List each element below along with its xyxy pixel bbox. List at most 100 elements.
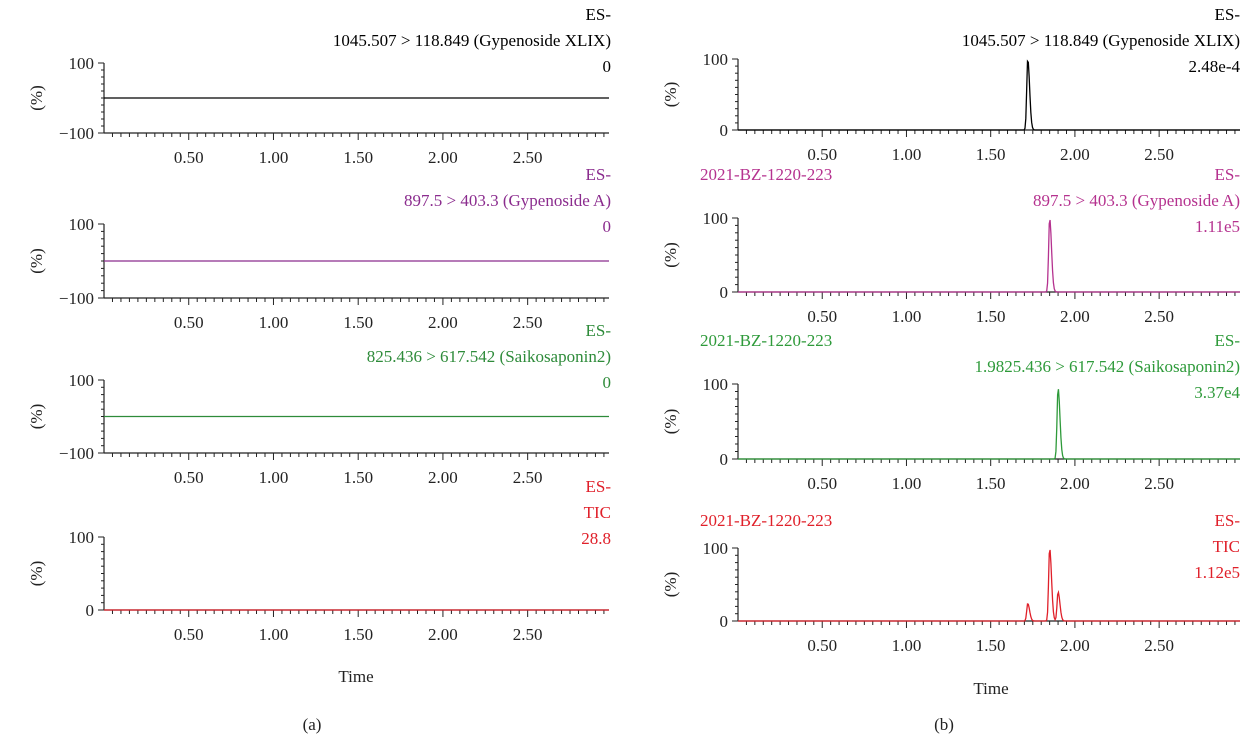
trace-header-line: 1.9825.436 > 617.542 (Saikosaponin2) <box>974 357 1240 376</box>
trace-line <box>738 389 1240 460</box>
trace-header-line: 28.8 <box>581 529 611 548</box>
y-axis-label: (%) <box>27 248 46 273</box>
trace-header-line: TIC <box>584 503 611 522</box>
trace-header-line: 0 <box>603 217 612 236</box>
y-tick-label-top: 100 <box>703 539 729 558</box>
x-tick-label: 1.50 <box>976 474 1006 493</box>
chromatogram-a-2: 100 −100 (%) 0.50 1.00 1.50 2.00 2.50 ES- 897.5 >… <box>27 165 611 332</box>
trace-header-line: ES- <box>586 165 612 184</box>
x-tick-label: 1.50 <box>343 148 373 167</box>
y-tick-label-bottom: 0 <box>86 601 95 620</box>
y-tick-label-bottom: 0 <box>720 450 729 469</box>
trace-line <box>738 59 1240 131</box>
trace-header-line: 0 <box>603 373 612 392</box>
trace-header-line: 825.436 > 617.542 (Saikosaponin2) <box>367 347 611 366</box>
y-tick-label-bottom: −100 <box>59 124 94 143</box>
x-tick-label: 1.00 <box>892 474 922 493</box>
trace-header-line: ES- <box>1215 165 1241 184</box>
panel-label-b: (b) <box>934 715 954 734</box>
y-tick-label-top: 100 <box>703 209 729 228</box>
y-tick-label-bottom: 0 <box>720 121 729 140</box>
x-tick-label: 2.00 <box>1060 145 1090 164</box>
panel-label-a: (a) <box>303 715 322 734</box>
y-tick-label-top: 100 <box>69 371 95 390</box>
y-tick-label-top: 100 <box>703 375 729 394</box>
x-tick-label: 1.00 <box>892 307 922 326</box>
x-tick-label: 1.00 <box>259 148 289 167</box>
x-tick-label: 0.50 <box>807 307 837 326</box>
y-tick-label-top: 100 <box>69 528 95 547</box>
trace-header-line: 3.37e4 <box>1194 383 1240 402</box>
x-tick-label: 2.00 <box>1060 474 1090 493</box>
x-tick-label: 2.50 <box>513 468 543 487</box>
x-tick-label: 2.50 <box>513 625 543 644</box>
x-tick-label: 0.50 <box>807 474 837 493</box>
x-tick-label: 2.50 <box>1144 145 1174 164</box>
trace-header-line: 2.48e-4 <box>1189 57 1241 76</box>
x-tick-label: 1.00 <box>892 145 922 164</box>
trace-header-line: ES- <box>586 321 612 340</box>
x-axis-title-b: Time <box>973 679 1008 698</box>
x-tick-label: 1.00 <box>259 313 289 332</box>
x-tick-label: 1.00 <box>259 468 289 487</box>
trace-header-line: ES- <box>586 477 612 496</box>
x-tick-label: 1.50 <box>976 636 1006 655</box>
y-tick-label-bottom: 0 <box>720 283 729 302</box>
x-tick-label: 2.00 <box>428 148 458 167</box>
x-tick-label: 1.50 <box>976 145 1006 164</box>
x-tick-label: 2.00 <box>1060 636 1090 655</box>
x-axis-title-a: Time <box>338 667 373 686</box>
trace-header-line: ES- <box>1215 5 1241 24</box>
x-tick-label: 1.00 <box>892 636 922 655</box>
x-tick-label: 2.00 <box>428 313 458 332</box>
x-tick-label: 1.50 <box>343 313 373 332</box>
y-tick-label-top: 100 <box>69 54 95 73</box>
chromatogram-b-4: 100 0 (%) 0.50 1.00 1.50 2.00 2.50 ES- TIC 1.12e5 2… <box>661 511 1240 655</box>
x-tick-label: 0.50 <box>174 468 204 487</box>
trace-line <box>738 549 1240 622</box>
y-axis-label: (%) <box>661 82 680 107</box>
y-axis-label: (%) <box>27 85 46 110</box>
trace-header-line: ES- <box>586 5 612 24</box>
x-tick-label: 0.50 <box>174 148 204 167</box>
trace-header-line: 1045.507 > 118.849 (Gypenoside XLIX) <box>962 31 1240 50</box>
x-tick-label: 0.50 <box>174 625 204 644</box>
x-tick-label: 1.50 <box>976 307 1006 326</box>
trace-header-line: 897.5 > 403.3 (Gypenoside A) <box>1033 191 1240 210</box>
trace-header-line: 0 <box>603 57 612 76</box>
chromatogram-b-2: 100 0 (%) 0.50 1.00 1.50 2.00 2.50 ES- 897.5 > 40… <box>661 165 1240 326</box>
y-tick-label-bottom: −100 <box>59 444 94 463</box>
x-tick-label: 2.50 <box>1144 307 1174 326</box>
chromatogram-b-3: 100 0 (%) 0.50 1.00 1.50 2.00 2.50 ES- 1.9825.436… <box>661 331 1240 493</box>
y-axis-label: (%) <box>661 409 680 434</box>
y-tick-label-bottom: 0 <box>720 612 729 631</box>
y-tick-label-top: 100 <box>69 215 95 234</box>
chromatogram-a-3: 100 −100 (%) 0.50 1.00 1.50 2.00 2.50 ES- 825.436… <box>27 321 611 487</box>
trace-header-line: 1045.507 > 118.849 (Gypenoside XLIX) <box>333 31 611 50</box>
sample-id-label: 2021-BZ-1220-223 <box>700 165 832 184</box>
x-tick-label: 0.50 <box>807 145 837 164</box>
y-tick-label-bottom: −100 <box>59 289 94 308</box>
x-tick-label: 1.50 <box>343 468 373 487</box>
trace-header-line: 897.5 > 403.3 (Gypenoside A) <box>404 191 611 210</box>
chromatogram-a-4: 100 0 (%) 0.50 1.00 1.50 2.00 2.50 ES- TIC 28.8 <box>27 477 611 644</box>
trace-header-line: 1.12e5 <box>1194 563 1240 582</box>
x-tick-label: 2.50 <box>513 313 543 332</box>
x-tick-label: 2.00 <box>428 625 458 644</box>
y-tick-label-top: 100 <box>703 50 729 69</box>
x-tick-label: 2.00 <box>1060 307 1090 326</box>
x-tick-label: 1.00 <box>259 625 289 644</box>
trace-header-line: ES- <box>1215 511 1241 530</box>
x-tick-label: 2.50 <box>513 148 543 167</box>
x-tick-label: 2.50 <box>1144 474 1174 493</box>
x-tick-label: 2.00 <box>428 468 458 487</box>
chromatogram-b-1: 100 0 (%) 0.50 1.00 1.50 2.00 2.50 ES- 1045.507 >… <box>661 5 1240 164</box>
x-tick-label: 1.50 <box>343 625 373 644</box>
trace-header-line: 1.11e5 <box>1195 217 1240 236</box>
x-tick-label: 0.50 <box>807 636 837 655</box>
x-tick-label: 2.50 <box>1144 636 1174 655</box>
sample-id-label: 2021-BZ-1220-223 <box>700 331 832 350</box>
trace-line <box>738 219 1240 293</box>
sample-id-label: 2021-BZ-1220-223 <box>700 511 832 530</box>
